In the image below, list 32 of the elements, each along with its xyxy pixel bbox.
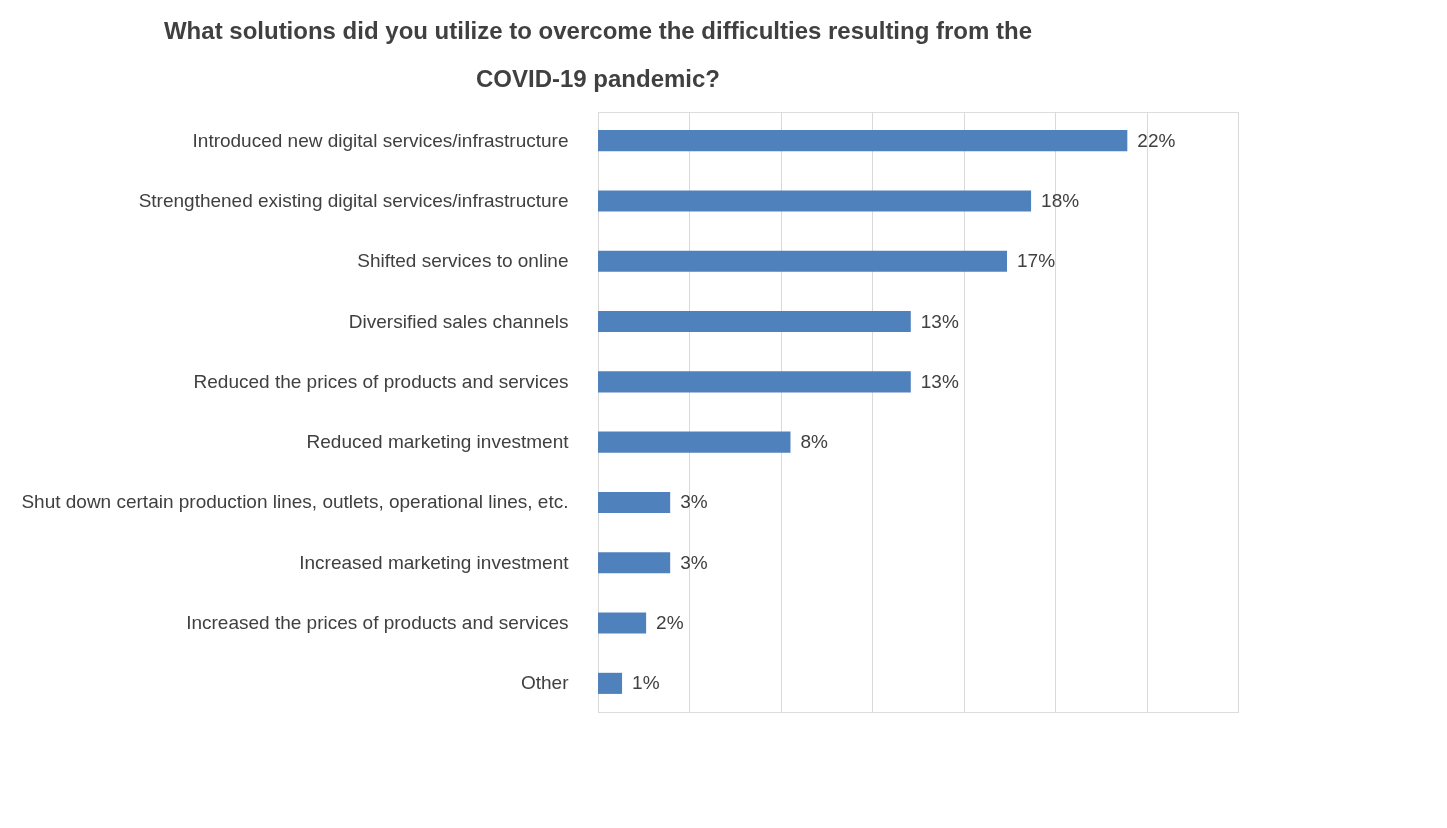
bar	[598, 431, 791, 453]
data-label: 22%	[1137, 129, 1176, 151]
y-tick-label: Diversified sales channels	[348, 310, 569, 332]
y-tick-label: Reduced the prices of products and services	[193, 370, 569, 392]
y-tick-label: Shut down certain production lines, outlets, operational lines, etc.	[21, 491, 569, 513]
y-tick-label: Strengthened existing digital services/infrastructure	[138, 189, 569, 211]
bar	[598, 612, 647, 634]
bar	[598, 130, 1128, 152]
bar	[598, 491, 671, 514]
y-tick-label: Introduced new digital services/infrastructure	[192, 129, 569, 151]
bar	[598, 250, 1008, 272]
data-label: 13%	[920, 370, 959, 392]
y-tick-label: Other	[520, 672, 570, 694]
bar	[598, 371, 911, 393]
text: COVID-19 pandemic?	[475, 65, 721, 92]
data-label: 18%	[1041, 189, 1080, 211]
data-label: 8%	[800, 431, 829, 453]
bar	[598, 552, 671, 574]
data-label: 2%	[656, 612, 684, 634]
bar	[598, 672, 623, 694]
y-tick-label: Reduced marketing investment	[306, 431, 570, 453]
y-tick-label: Increased the prices of products and services	[186, 612, 569, 634]
data-label: 13%	[920, 310, 959, 332]
y-tick-label: Shifted services to online	[357, 250, 569, 272]
text: What solutions did you utilize to overcome the difficulties resulting from the	[163, 17, 1033, 44]
data-label: 1%	[632, 672, 660, 694]
data-label: 17%	[1017, 250, 1056, 272]
bar	[598, 310, 911, 333]
bar	[598, 190, 1032, 212]
data-label: 3%	[680, 491, 708, 513]
data-label: 3%	[680, 551, 708, 573]
y-tick-label: Increased marketing investment	[299, 551, 570, 573]
